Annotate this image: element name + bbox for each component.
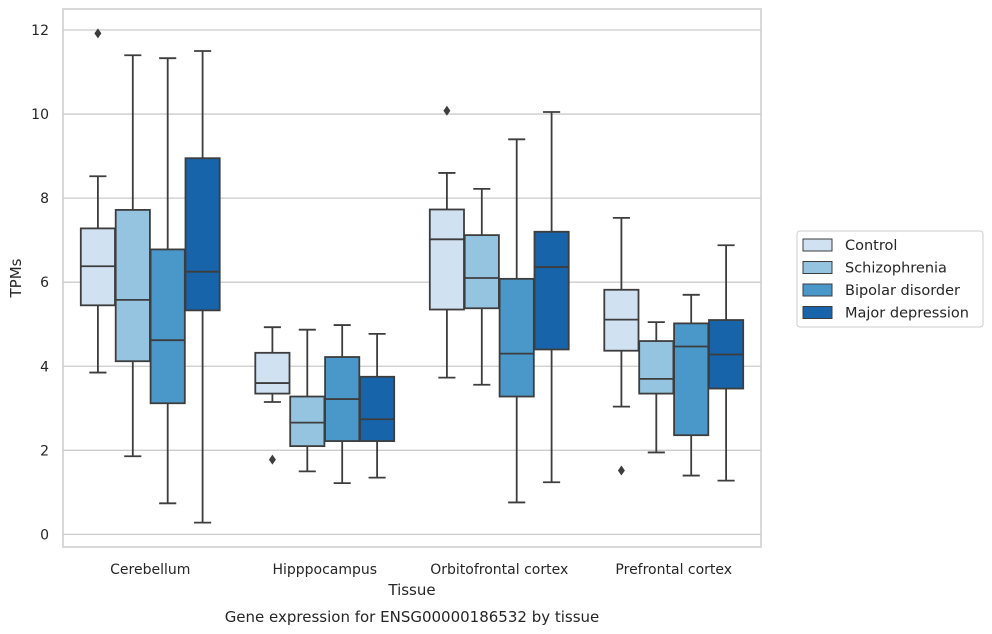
y-tick-label: 10 xyxy=(31,107,49,123)
box-schizophrenia-cerebellum xyxy=(114,54,151,458)
y-tick-label: 8 xyxy=(40,191,49,207)
legend-swatch xyxy=(802,238,833,252)
x-tick-label: Cerebellum xyxy=(110,562,190,578)
y-tick-label: 12 xyxy=(31,23,49,39)
box-iqr xyxy=(463,234,500,310)
y-axis-label: TPMs xyxy=(7,258,25,298)
y-tick-labels: 0 2 4 6 8 10 12 xyxy=(31,23,49,543)
box-bipolar-disorder-orbitofrontal-cortex xyxy=(498,138,535,504)
legend-frame xyxy=(796,230,984,328)
legend-swatch xyxy=(802,283,833,297)
outlier-point xyxy=(94,28,102,39)
box-iqr xyxy=(184,157,221,312)
plot-frame xyxy=(62,8,762,548)
box-schizophrenia-prefrontal-cortex xyxy=(638,321,675,454)
box-control-hipppocampus xyxy=(254,326,291,465)
box-schizophrenia-orbitofrontal-cortex xyxy=(463,187,500,386)
box-iqr xyxy=(498,277,535,398)
box-major-depression-cerebellum xyxy=(184,50,221,524)
box-iqr xyxy=(149,248,186,405)
box-iqr xyxy=(289,395,326,448)
chart-caption: Gene expression for ENSG00000186532 by t… xyxy=(225,608,600,626)
box-major-depression-orbitofrontal-cortex xyxy=(533,111,570,484)
legend-label: Bipolar disorder xyxy=(845,283,960,299)
legend-label: Schizophrenia xyxy=(845,261,947,277)
box-control-prefrontal-cortex xyxy=(603,216,640,476)
box-iqr xyxy=(254,351,291,395)
box-iqr xyxy=(428,208,465,311)
box-major-depression-hipppocampus xyxy=(359,333,396,479)
box-schizophrenia-hipppocampus xyxy=(289,328,326,473)
x-tick-label: Prefrontal cortex xyxy=(615,562,732,578)
x-tick-label: Orbitofrontal cortex xyxy=(430,562,568,578)
x-axis-label: Tissue xyxy=(387,581,435,599)
y-tick-label: 0 xyxy=(40,527,49,543)
x-tick-label: Hipppocampus xyxy=(272,562,377,578)
y-tick-label: 6 xyxy=(40,275,49,291)
box-series xyxy=(79,28,745,524)
box-bipolar-disorder-cerebellum xyxy=(149,57,186,505)
box-iqr xyxy=(359,375,396,442)
legend: Control Schizophrenia Bipolar disorder Majo… xyxy=(796,230,984,328)
legend-label: Control xyxy=(845,238,897,254)
box-iqr xyxy=(114,209,151,363)
box-bipolar-disorder-prefrontal-cortex xyxy=(673,293,710,477)
box-iqr xyxy=(533,230,570,351)
legend-label: Major depression xyxy=(845,306,969,322)
box-iqr xyxy=(673,322,710,437)
box-iqr xyxy=(638,340,675,395)
outlier-point xyxy=(443,105,451,116)
outlier-point xyxy=(268,454,276,465)
legend-swatch xyxy=(802,261,833,274)
y-tick-label: 2 xyxy=(40,443,49,459)
outlier-point xyxy=(617,465,625,476)
box-major-depression-prefrontal-cortex xyxy=(708,244,745,482)
x-tick-labels: Cerebellum Hipppocampus Orbitofrontal cort… xyxy=(110,562,732,578)
legend-swatch xyxy=(802,306,833,319)
y-tick-label: 4 xyxy=(40,359,49,375)
